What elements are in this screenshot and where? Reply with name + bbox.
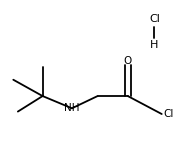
Text: O: O — [124, 56, 132, 66]
Text: H: H — [150, 41, 159, 50]
Text: Cl: Cl — [149, 14, 160, 24]
Text: Cl: Cl — [163, 109, 174, 119]
Text: NH: NH — [64, 103, 80, 113]
